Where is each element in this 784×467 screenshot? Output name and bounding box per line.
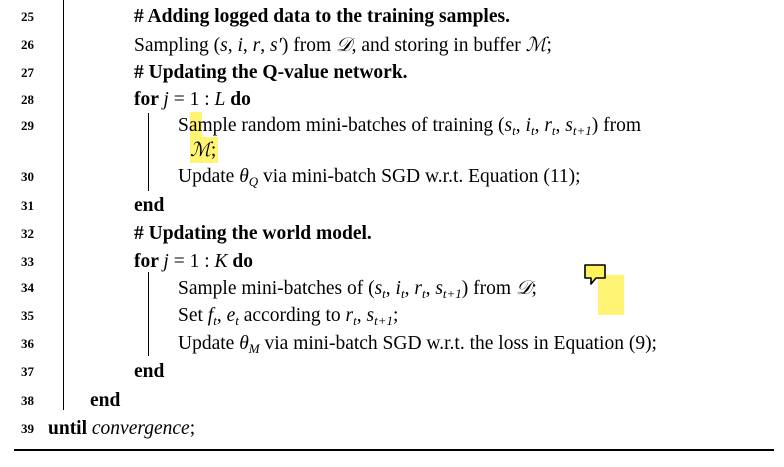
comment-text: # Updating the world model. — [134, 223, 372, 244]
outer-block-bar — [63, 0, 64, 410]
line-number: 36 — [21, 336, 34, 351]
statement-text: Sample mini-batches of (st, it, rt, st+1… — [178, 276, 537, 301]
for-statement: for j = 1 : L do — [134, 89, 251, 110]
for-statement: for j = 1 : K do — [134, 251, 254, 272]
line-number: 32 — [21, 226, 34, 241]
line-number: 39 — [21, 421, 34, 436]
line-number: 26 — [21, 37, 34, 52]
until-statement: until convergence; — [48, 418, 196, 439]
bottom-rule — [14, 449, 774, 451]
line-number: 35 — [21, 308, 34, 323]
statement-text: Sampling (s, i, r, s′) from 𝒟, and stori… — [134, 33, 552, 56]
statement-text: Set ft, et according to rt, st+1; — [178, 305, 399, 328]
line-number: 37 — [21, 364, 34, 379]
highlight-sample — [190, 112, 202, 138]
comment-text: # Adding logged data to the training sam… — [134, 6, 510, 27]
end-keyword: end — [90, 390, 121, 411]
statement-text: Update θM via mini-batch SGD w.r.t. the … — [178, 333, 657, 356]
statement-text: Sample random mini-batches of training (… — [178, 115, 642, 138]
end-keyword: end — [134, 361, 165, 382]
statement-text: ℳ; — [190, 138, 217, 161]
inner-block-bar-1 — [148, 113, 149, 191]
line-number: 31 — [21, 198, 34, 213]
comment-text: # Updating the Q-value network. — [134, 62, 408, 83]
line-number: 30 — [21, 169, 34, 184]
note-comment-icon[interactable] — [583, 263, 607, 287]
line-number: 29 — [21, 118, 34, 133]
highlight-buffer-m — [190, 137, 218, 163]
line-number: 27 — [21, 65, 34, 80]
highlight-dataset-d — [598, 275, 624, 315]
line-number: 33 — [21, 254, 34, 269]
line-number: 28 — [21, 92, 34, 107]
line-number: 34 — [21, 280, 34, 295]
line-number: 25 — [21, 9, 34, 24]
inner-block-bar-2 — [148, 272, 149, 356]
end-keyword: end — [134, 195, 165, 216]
line-number: 38 — [21, 393, 34, 408]
statement-text: Update θQ via mini-batch SGD w.r.t. Equa… — [178, 166, 581, 189]
